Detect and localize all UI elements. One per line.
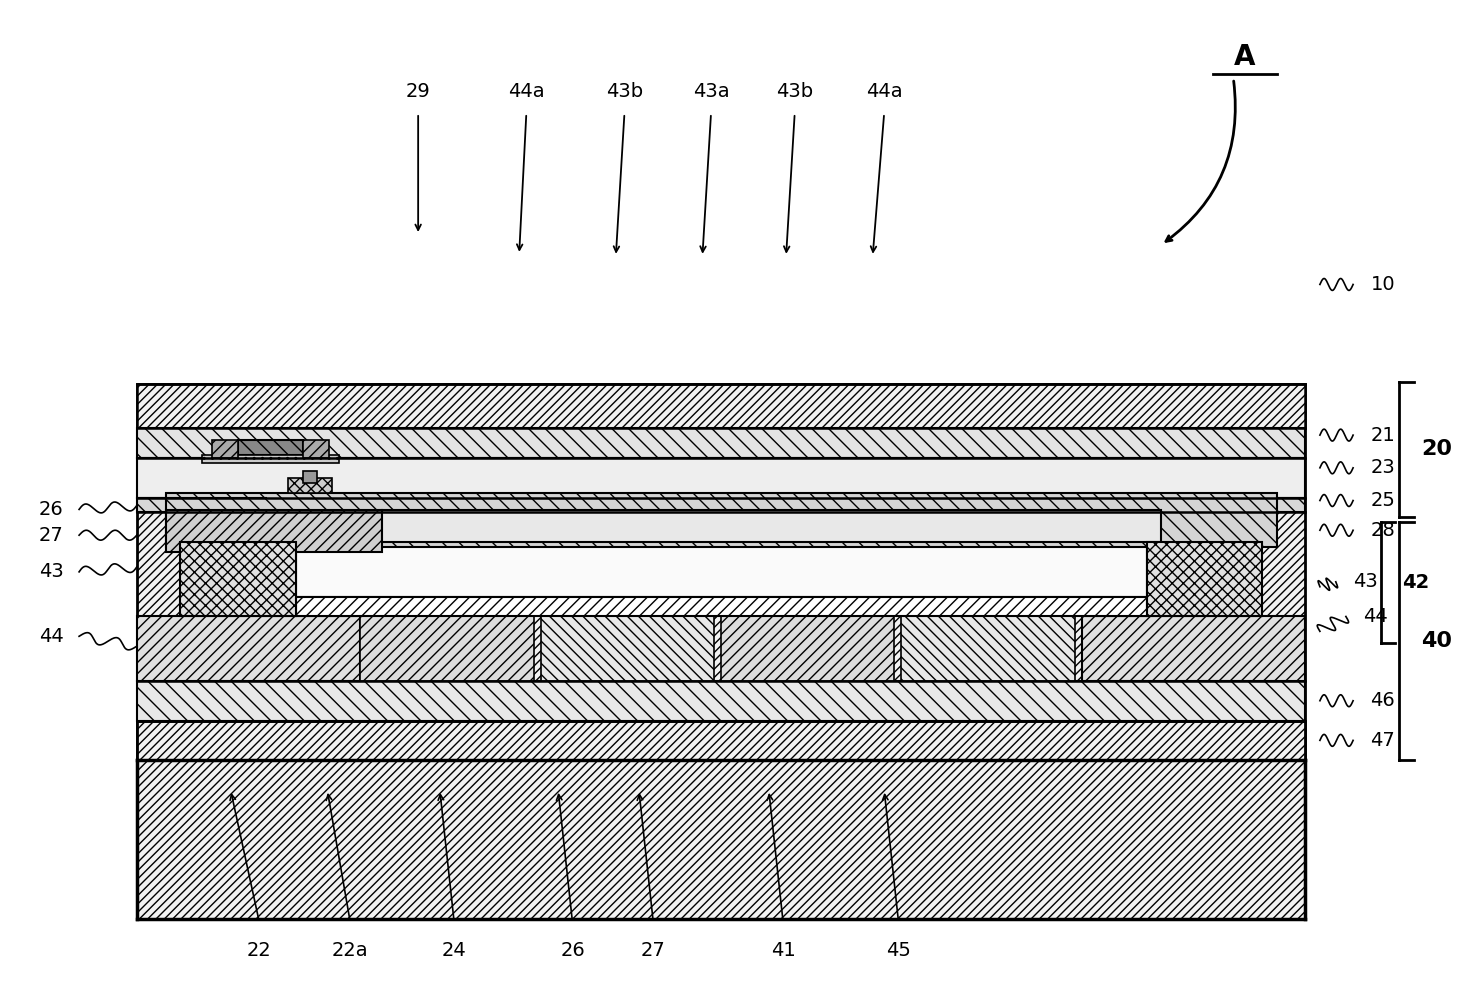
Text: 43b: 43b: [607, 81, 643, 100]
Text: 41: 41: [771, 941, 795, 960]
Bar: [166, 511, 382, 552]
Bar: [136, 428, 1305, 458]
Text: 47: 47: [1370, 731, 1395, 750]
Bar: [237, 440, 303, 455]
Bar: [1147, 542, 1263, 616]
Text: 43: 43: [38, 563, 63, 581]
Text: 43: 43: [1354, 572, 1379, 591]
Text: 27: 27: [642, 941, 665, 960]
Text: 44: 44: [38, 627, 63, 646]
Bar: [296, 542, 1147, 597]
Text: 45: 45: [886, 941, 911, 960]
Text: 23: 23: [1370, 458, 1395, 477]
Text: 25: 25: [1370, 491, 1395, 510]
Bar: [296, 597, 1147, 616]
Bar: [721, 616, 894, 681]
Text: 28: 28: [1370, 521, 1395, 540]
Bar: [541, 616, 713, 681]
Text: 44a: 44a: [866, 81, 902, 100]
Text: 43a: 43a: [693, 81, 730, 100]
Text: 29: 29: [406, 81, 431, 100]
Text: 27: 27: [38, 526, 63, 545]
Bar: [303, 440, 328, 458]
Bar: [166, 492, 1276, 547]
Text: 20: 20: [1421, 439, 1452, 459]
Bar: [289, 477, 331, 492]
Text: 46: 46: [1370, 691, 1395, 711]
Text: 42: 42: [1402, 573, 1430, 592]
Bar: [901, 616, 1075, 681]
Bar: [136, 681, 1305, 721]
Text: A: A: [1234, 42, 1256, 70]
Bar: [136, 497, 1305, 513]
Bar: [212, 440, 237, 458]
Bar: [136, 458, 1305, 497]
Bar: [136, 616, 360, 681]
Text: 40: 40: [1421, 631, 1452, 651]
Bar: [136, 721, 1305, 760]
Bar: [382, 511, 1162, 542]
Bar: [360, 616, 533, 681]
Text: 44a: 44a: [508, 81, 545, 100]
Text: 26: 26: [560, 941, 585, 960]
Text: 43b: 43b: [776, 81, 813, 100]
Bar: [1081, 616, 1305, 681]
Bar: [136, 384, 1305, 919]
Bar: [180, 542, 296, 616]
Bar: [303, 470, 316, 482]
Text: 24: 24: [442, 941, 466, 960]
Text: 22a: 22a: [333, 941, 369, 960]
Text: 10: 10: [1370, 275, 1395, 293]
Bar: [136, 384, 1305, 428]
Bar: [202, 455, 338, 463]
Bar: [296, 525, 1147, 542]
Text: 22: 22: [248, 941, 272, 960]
Text: 21: 21: [1370, 425, 1395, 444]
Text: 44: 44: [1364, 607, 1387, 626]
Text: 26: 26: [38, 499, 63, 519]
